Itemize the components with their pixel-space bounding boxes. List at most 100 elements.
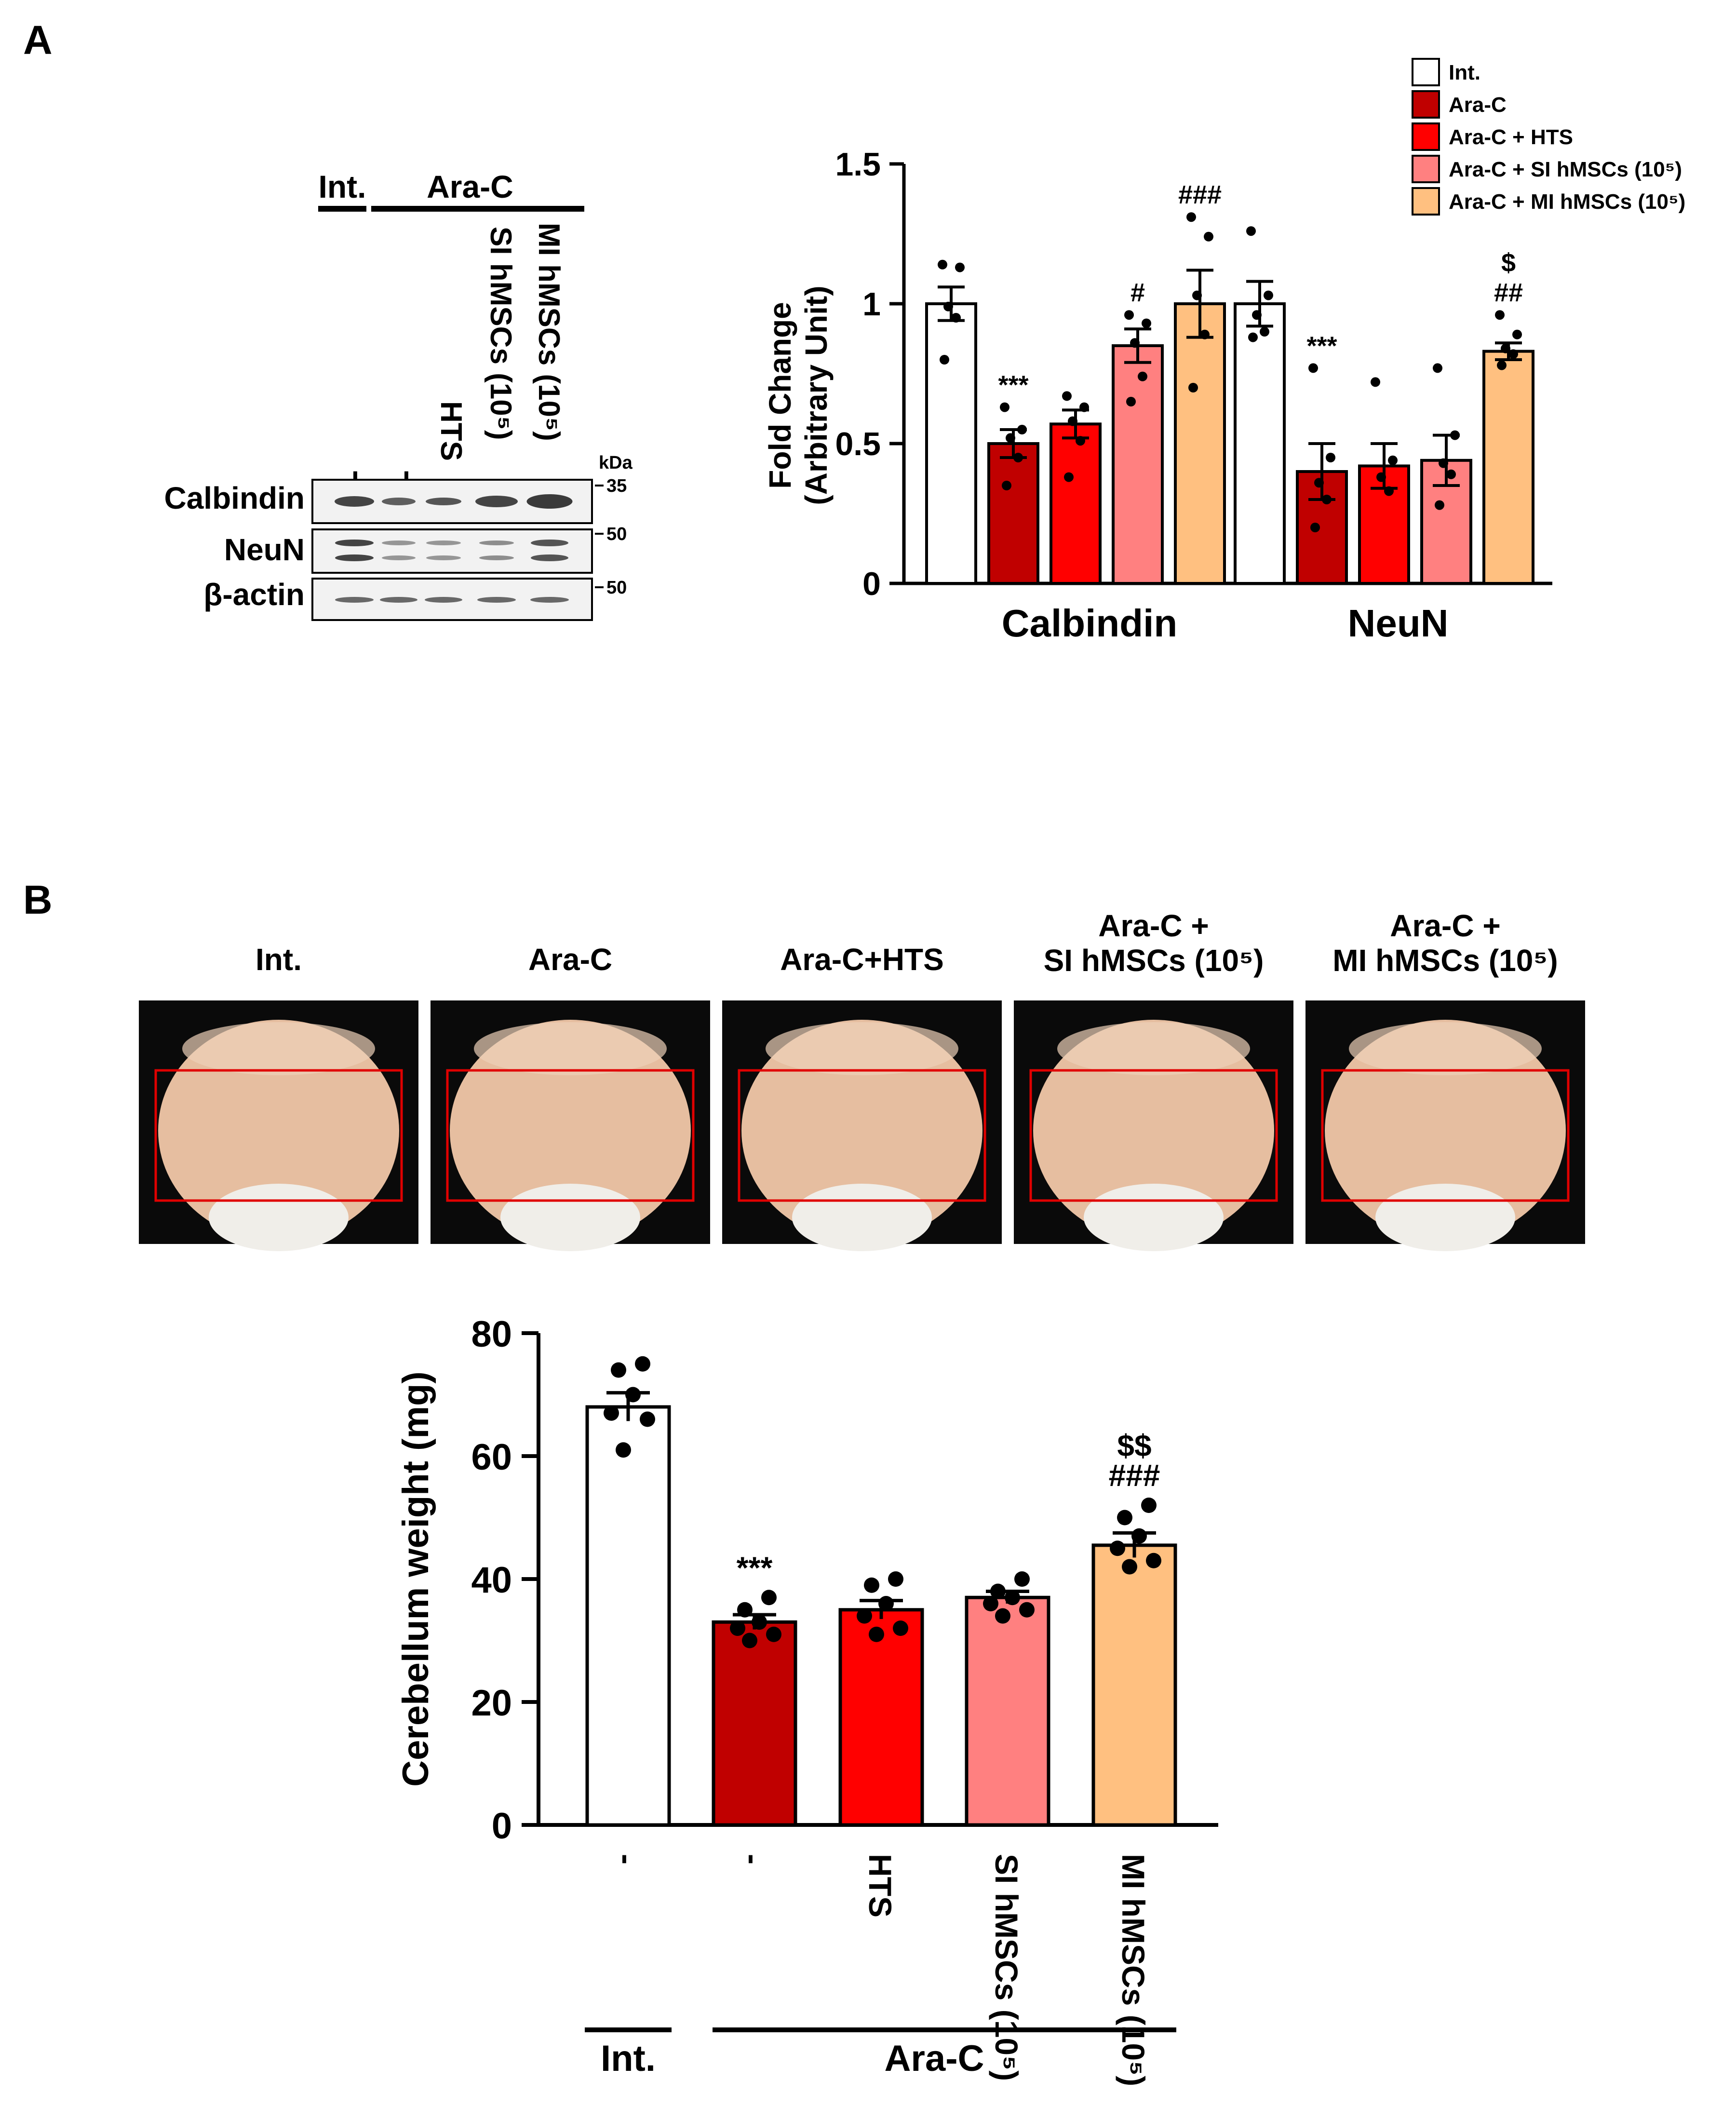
blot-band-r3-lane5	[530, 597, 569, 603]
brain-brainstem	[500, 1184, 640, 1251]
western-lane-3: HTS	[434, 401, 468, 461]
chart-a-annotation: $	[1501, 248, 1516, 277]
chart-a-data-point	[1322, 495, 1332, 504]
chart-b-annotation: ###	[1109, 1458, 1160, 1493]
legend-swatch	[1412, 90, 1440, 119]
chart-a-data-point	[1308, 363, 1318, 373]
chart-a-data-point	[1064, 472, 1074, 482]
chart-b-data-point	[635, 1356, 650, 1372]
chart-a-annotation: ###	[1178, 180, 1222, 209]
chart-a-data-point	[1188, 383, 1198, 392]
chart-a-bar	[1112, 344, 1164, 585]
chart-a-data-point	[1062, 391, 1072, 401]
chart-b-data-point	[737, 1602, 753, 1618]
chart-a-bar	[1234, 302, 1286, 585]
chart-b-ytick-label: 80	[471, 1314, 512, 1355]
western-lane-2: -	[391, 470, 427, 481]
legend-label: Ara-C	[1449, 93, 1507, 117]
chart-b-data-point	[761, 1590, 777, 1606]
blot-band-r1-lane2	[382, 540, 416, 545]
chart-b-ytick-label: 0	[492, 1806, 512, 1847]
chart-a-data-point	[1439, 458, 1448, 468]
chart-b-data-point	[604, 1405, 619, 1421]
roi-box	[738, 1069, 986, 1202]
chart-a-data-point	[1076, 436, 1085, 446]
chart-a-data-point	[1126, 397, 1136, 406]
blot-band-r0-lane1	[335, 496, 374, 507]
brain-highlight	[474, 1022, 667, 1075]
chart-a-annotation: ##	[1494, 278, 1523, 307]
chart-a-data-point	[1204, 231, 1213, 242]
chart-b-group-int: Int.	[601, 2038, 656, 2079]
chart-b-bar	[712, 1620, 797, 1827]
chart-a-bar	[1174, 302, 1226, 585]
photo-title: Ara-C +	[1098, 908, 1209, 943]
blot-row-label-actin: β-actin	[203, 577, 305, 612]
chart-a-ylabel-line2: (Arbitrary Unit)	[799, 285, 834, 505]
chart-b-annotation: $$	[1117, 1428, 1151, 1463]
photo-title: Ara-C	[528, 942, 612, 977]
chart-b-xtick-label: MI hMSCs (10⁵)	[1116, 1854, 1151, 2086]
chart-a-data-point	[951, 313, 961, 323]
chart-a-ytick-label: 1	[862, 286, 881, 323]
photo-title: Int.	[256, 942, 302, 977]
chart-b-data-point	[1110, 1540, 1125, 1556]
chart-a-data-point	[1326, 453, 1335, 462]
chart-a-data-point	[1384, 486, 1394, 496]
western-blot: Int. Ara-C - - HTS SI hMSCs (10⁵) MI hMS…	[164, 169, 633, 621]
chart-a-data-point	[1388, 455, 1398, 465]
western-lane-4: SI hMSCs (10⁵)	[484, 227, 517, 440]
legend-swatch	[1412, 155, 1440, 183]
chart-b-group-arac: Ara-C	[885, 2038, 984, 2079]
photo-title: Ara-C +	[1390, 908, 1500, 943]
chart-b-data-point	[640, 1411, 655, 1427]
chart-b-bar	[585, 1405, 671, 1827]
chart-a-data-point	[1142, 318, 1151, 328]
chart-a-data-point	[1264, 290, 1273, 300]
blot-band-r0-lane2	[382, 498, 416, 505]
chart-b-data-point	[1005, 1590, 1020, 1606]
chart-b-ytick-label: 20	[471, 1683, 512, 1724]
brain-highlight	[1057, 1022, 1250, 1075]
blot-band-r2-lane5	[531, 554, 568, 561]
chart-a-data-point	[1246, 226, 1256, 236]
chart-a-data-point	[940, 355, 949, 365]
chart-a-xcat-neun: NeuN	[1348, 602, 1449, 645]
chart-b-data-point	[752, 1614, 767, 1630]
chart-b-xtick-label: SI hMSCs (10⁵)	[989, 1854, 1024, 2081]
chart-b-data-point	[625, 1387, 641, 1403]
chart-a-data-point	[1501, 343, 1510, 353]
blot-band-r0-lane5	[526, 494, 573, 509]
chart-a-ytick-label: 1.5	[835, 146, 881, 183]
chart-b-data-point	[742, 1633, 757, 1648]
chart-a-bar	[925, 302, 977, 585]
chart-a-ytick-label: 0.5	[835, 426, 881, 462]
blot-band-r1-lane5	[531, 540, 568, 546]
blot-band-r2-lane2	[382, 555, 416, 560]
chart-b-data-point	[1131, 1528, 1147, 1544]
blot-band-r2-lane4	[479, 555, 514, 560]
chart-a-data-point	[1371, 377, 1380, 387]
chart-b-bar	[965, 1595, 1050, 1827]
chart-a-data-point	[1192, 290, 1202, 300]
blot-band-r3-lane2	[380, 597, 417, 603]
legend-swatch	[1412, 58, 1440, 86]
chart-b-data-point	[893, 1621, 908, 1636]
chart-b-ytick-label: 60	[471, 1437, 512, 1478]
blot-band-r0-lane4	[475, 496, 518, 507]
chart-a-data-point	[1130, 338, 1140, 348]
blot-band-r3-lane3	[425, 597, 462, 603]
legend-label: Ara-C + HTS	[1449, 125, 1573, 149]
blot-band-r1-lane3	[426, 540, 461, 545]
chart-a-data-point	[1497, 360, 1507, 370]
chart-a-annotation: ***	[998, 371, 1028, 400]
western-group-arac: Ara-C	[427, 169, 513, 204]
chart-b-data-point	[1014, 1571, 1030, 1587]
chart-a-data-point	[1079, 402, 1089, 412]
brain-cerebrum	[450, 1020, 691, 1242]
chart-a-data-point	[1068, 416, 1077, 426]
brain-highlight	[1349, 1022, 1542, 1075]
chart-a-data-point	[1013, 453, 1023, 462]
